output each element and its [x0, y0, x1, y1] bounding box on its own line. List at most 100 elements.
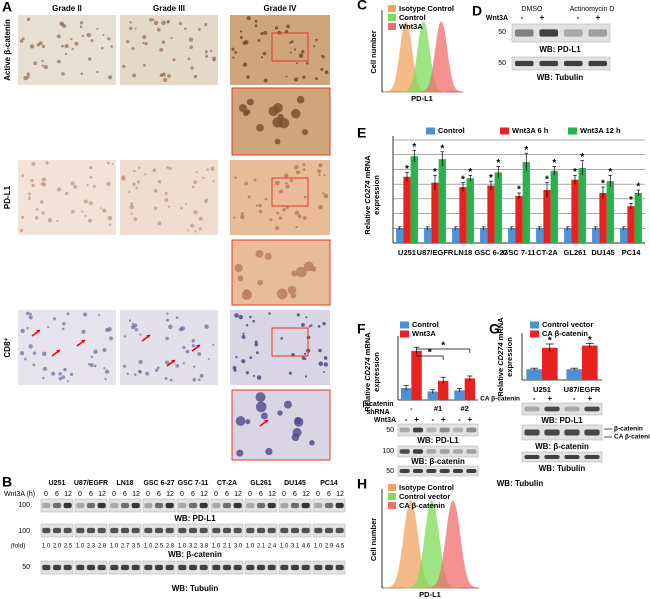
time: 6 — [123, 491, 127, 498]
sign: - — [405, 415, 408, 424]
cell-texture — [110, 45, 113, 48]
time: 6 — [225, 491, 229, 498]
significance: * — [428, 348, 432, 359]
cell-texture — [323, 193, 329, 199]
panel-label: E — [357, 125, 366, 141]
cell-texture — [61, 72, 65, 76]
cell-texture — [236, 449, 244, 457]
category-label: GSC 6-27 — [474, 248, 507, 257]
cell-texture — [182, 345, 186, 350]
time: 12 — [166, 491, 174, 498]
blot — [521, 402, 603, 416]
cell-texture — [278, 189, 283, 194]
blot-band — [563, 29, 583, 37]
time: 0 — [214, 491, 218, 498]
sign: + — [540, 13, 545, 22]
cell-texture — [20, 215, 25, 219]
row-header: Active β-catenin — [3, 19, 12, 81]
fold: 1.0 — [110, 544, 119, 550]
axis-title: expression — [372, 175, 381, 215]
cell-texture — [210, 49, 213, 52]
blot-band — [544, 406, 560, 412]
category-label: U251 — [398, 248, 416, 257]
cell-texture — [249, 315, 252, 319]
bar — [550, 170, 558, 243]
time: 6 — [89, 491, 93, 498]
axis-title: Relative CD274 mRNA — [496, 317, 505, 397]
cell-texture — [322, 322, 326, 326]
cell-texture — [62, 321, 66, 326]
row-header: CD8⁺ — [3, 337, 12, 357]
blot-band — [76, 527, 85, 534]
blot-band — [301, 564, 310, 571]
cell-texture — [289, 51, 292, 54]
cell-texture — [107, 75, 113, 80]
cell-texture — [190, 223, 195, 228]
axis-title-part: CD274 — [363, 357, 372, 381]
cell-texture — [28, 344, 33, 349]
cell-texture — [89, 363, 94, 367]
bar — [411, 350, 422, 400]
cell-texture — [191, 344, 196, 348]
cell-texture — [41, 59, 44, 63]
significance: * — [524, 145, 528, 156]
cell-texture — [92, 185, 96, 189]
cell-texture — [263, 30, 268, 35]
cell-texture — [19, 39, 24, 43]
category-label: #2 — [460, 404, 468, 413]
blot-band — [212, 502, 221, 509]
cell-texture — [247, 195, 251, 199]
blot-band — [452, 427, 464, 433]
bar — [599, 192, 607, 243]
cell-texture — [296, 62, 299, 65]
cell-texture — [20, 351, 25, 356]
cell-texture — [302, 168, 306, 172]
cell-texture — [256, 375, 262, 380]
sign: + — [414, 415, 419, 424]
cell-texture — [130, 202, 134, 206]
cell-texture — [296, 95, 305, 104]
mw-marker: 100 — [382, 448, 394, 455]
blot-label: WB: PD-L1 — [417, 436, 459, 445]
cell-texture — [277, 410, 283, 416]
cell-texture — [166, 312, 169, 315]
cell-texture — [73, 184, 78, 189]
bar — [464, 378, 476, 400]
blot-band — [426, 427, 437, 433]
blot-band — [452, 469, 464, 473]
cell-texture — [245, 324, 249, 327]
blot-band — [314, 564, 323, 571]
cell-texture — [69, 372, 74, 376]
fold: 3.5 — [132, 544, 141, 550]
blot-band — [42, 564, 51, 571]
cell-texture — [321, 54, 324, 58]
time: 0 — [146, 491, 150, 498]
cell-texture — [126, 372, 129, 375]
cell-texture — [231, 47, 235, 51]
cell-texture — [167, 205, 171, 208]
cell-texture — [255, 401, 267, 413]
mw-marker: 50 — [22, 564, 30, 571]
blot-band — [544, 429, 560, 436]
legend-label: Wnt3A 12 h — [580, 126, 621, 135]
time: 12 — [234, 491, 242, 498]
blot-band — [256, 527, 266, 534]
cell-texture — [164, 377, 168, 380]
arrow-head — [56, 350, 60, 353]
cell-texture — [34, 216, 39, 220]
cell-texture — [29, 312, 32, 316]
cell-texture — [284, 173, 289, 178]
blot-band — [267, 527, 276, 534]
blot-band — [524, 406, 540, 412]
cell-texture — [43, 64, 48, 70]
cell-texture — [51, 371, 56, 376]
time: 0 — [44, 491, 48, 498]
bar — [536, 228, 544, 243]
legend-label: Wnt3A 6 h — [512, 126, 549, 135]
cell-texture — [96, 27, 99, 30]
cell-texture — [41, 351, 47, 357]
cell-texture — [294, 210, 300, 216]
time: 0 — [180, 491, 184, 498]
cell-texture — [301, 129, 309, 136]
blot-band — [301, 527, 310, 534]
